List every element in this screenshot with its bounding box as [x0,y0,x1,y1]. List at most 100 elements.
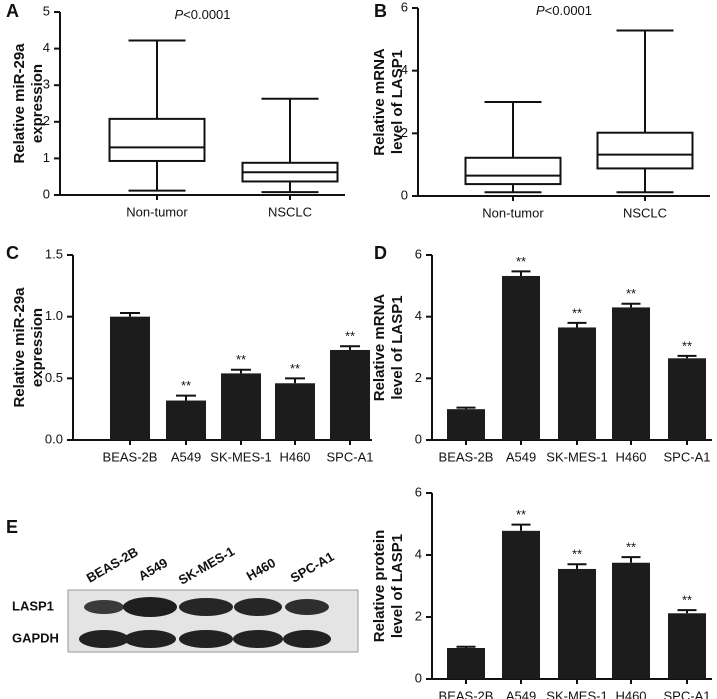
panel-label: E [6,517,18,537]
y-tick-label: 0.5 [45,370,63,385]
panel-label: B [374,1,387,21]
y-axis-label: Relative mRNA [371,294,388,402]
y-tick-label: 4 [415,308,422,323]
x-tick-label: SPC-A1 [664,688,711,699]
x-tick-label: Non-tumor [126,204,188,219]
bar [221,373,261,440]
significance: ** [345,329,355,344]
bar [275,383,315,440]
y-tick-label: 1 [43,150,50,165]
x-tick-label: NSCLC [268,204,312,219]
band [123,597,177,617]
x-tick-label: H460 [615,688,646,699]
bar [668,613,706,679]
significance: ** [290,361,300,376]
band [234,598,282,616]
y-tick-label: 0 [401,187,408,202]
blot-lane-label: BEAS-2B [84,544,141,586]
bar [612,307,650,440]
band [179,598,233,616]
y-tick-label: 1.0 [45,308,63,323]
y-tick-label: 0 [415,431,422,446]
y-axis-label: Relative mRNA [371,48,388,156]
bar [110,316,150,440]
band [84,600,124,614]
significance: ** [572,547,582,562]
blot-row-label: GAPDH [12,630,59,645]
significance: ** [572,305,582,320]
y-tick-label: 0 [415,670,422,685]
x-tick-label: BEAS-2B [439,688,494,699]
x-tick-label: A549 [171,449,201,464]
x-tick-label: BEAS-2B [103,449,158,464]
annotation-part: P [174,7,183,22]
bar [166,400,206,440]
box [596,131,694,170]
blot-lane-label: A549 [136,555,170,584]
y-tick-label: 4 [415,546,422,561]
significance: ** [682,593,692,608]
annotation-part: P [536,3,545,18]
box [464,156,562,186]
significance: ** [682,338,692,353]
x-tick-label: H460 [279,449,310,464]
y-tick-label: 5 [43,3,50,18]
y-axis-label: expression [29,64,46,143]
x-tick-label: SK-MES-1 [546,449,607,464]
blot-lane-label: H460 [244,555,278,584]
bar [612,562,650,679]
y-tick-label: 1.5 [45,246,63,261]
band [79,630,129,648]
significance: ** [516,507,526,522]
y-tick-label: 2 [401,125,408,140]
x-tick-label: H460 [615,449,646,464]
bar [447,648,485,679]
annotation-part: <0.0001 [545,3,592,18]
y-axis-label: level of LASP1 [389,50,406,154]
band [179,630,233,648]
significance: ** [181,378,191,393]
annotation: P<0.0001 [536,3,592,18]
band [285,599,329,615]
band [233,630,283,648]
annotation: P<0.0001 [174,7,230,22]
y-tick-label: 6 [401,0,408,14]
box [108,117,206,162]
y-tick-label: 4 [43,40,50,55]
x-tick-label: NSCLC [623,205,667,220]
x-tick-label: Non-tumor [482,205,544,220]
y-axis-label: Relative miR-29a [11,287,28,408]
x-tick-label: A549 [506,449,536,464]
x-tick-label: SPC-A1 [327,449,374,464]
bar [558,568,596,679]
bar [447,409,485,440]
bar [668,358,706,440]
band [283,630,331,648]
band [124,630,176,648]
y-axis-label: level of LASP1 [389,534,406,638]
y-tick-label: 4 [401,62,408,77]
bar [558,327,596,440]
y-axis-label: expression [29,308,46,387]
x-tick-label: SK-MES-1 [546,688,607,699]
significance: ** [516,254,526,269]
significance: ** [236,352,246,367]
annotation-part: <0.0001 [183,7,230,22]
x-tick-label: SPC-A1 [664,449,711,464]
bar [330,349,370,440]
y-axis-label: Relative miR-29a [11,43,28,164]
y-tick-label: 6 [415,484,422,499]
y-tick-label: 2 [415,370,422,385]
y-tick-label: 0 [43,186,50,201]
blot-lane-label: SPC-A1 [288,549,337,586]
y-tick-label: 2 [43,113,50,128]
y-tick-label: 2 [415,608,422,623]
panel-label: C [6,243,19,263]
y-tick-label: 6 [415,246,422,261]
y-axis-label: level of LASP1 [389,295,406,399]
y-tick-label: 0.0 [45,431,63,446]
significance: ** [626,540,636,555]
y-axis-label: Relative protein [371,530,388,643]
